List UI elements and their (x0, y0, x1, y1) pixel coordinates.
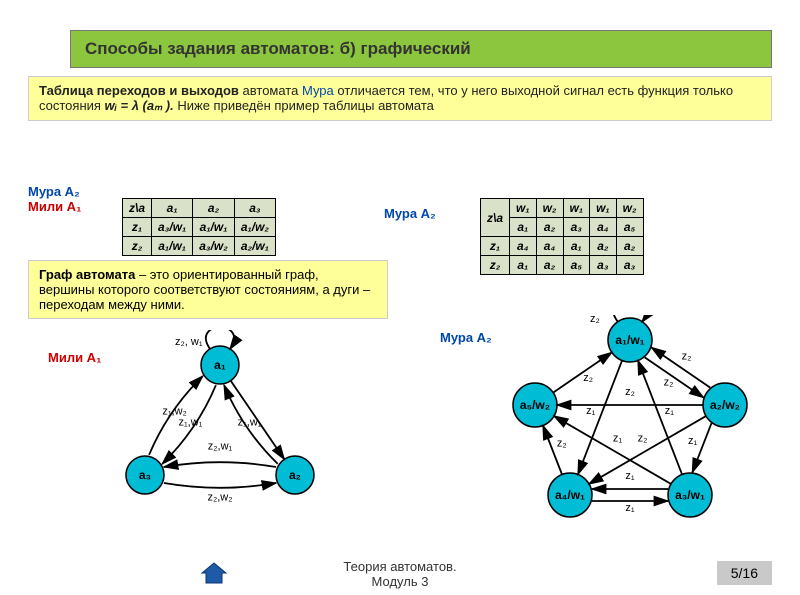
svg-text:a₁/w₁: a₁/w₁ (615, 333, 644, 347)
svg-text:a₄/w₁: a₄/w₁ (555, 488, 585, 502)
svg-text:z₂,w₂: z₂,w₂ (207, 492, 232, 504)
svg-text:z₂: z₂ (583, 372, 593, 384)
svg-text:z₂: z₂ (664, 377, 674, 389)
svg-text:z₁,w₂: z₁,w₂ (162, 406, 186, 418)
svg-text:z₂, w₁: z₂, w₁ (175, 336, 203, 348)
mealy-table: z\aa₁a₂a₃ z₁a₃/w₁a₁/w₁a₁/w₂ z₂a₁/w₁a₃/w₂… (122, 198, 276, 256)
svg-text:a₅/w₂: a₅/w₂ (520, 398, 550, 412)
graph-mealy-label: Мили A₁ (48, 350, 101, 365)
title-bar: Способы задания автоматов: б) графически… (70, 30, 772, 68)
svg-text:z₁,w₁: z₁,w₁ (178, 416, 202, 428)
svg-text:z₂: z₂ (625, 386, 635, 398)
label-moore-left: Мура A₂ (28, 184, 81, 199)
intro-box: Таблица переходов и выходов автомата Мур… (28, 76, 772, 121)
svg-text:z₂: z₂ (682, 350, 692, 362)
svg-text:z₁: z₁ (665, 405, 675, 417)
svg-text:a₂: a₂ (289, 468, 301, 482)
page-title: Способы задания автоматов: б) графически… (85, 39, 471, 58)
moore-graph: a₁/w₁ a₂/w₂ a₃/w₁ a₄/w₁ a₅/w₂ z₂ z₂ z₂ z₁ z₁ z₁ z₂ z… (500, 315, 780, 540)
svg-text:z₂: z₂ (590, 315, 600, 325)
svg-text:z₁: z₁ (688, 435, 698, 447)
svg-text:z₁: z₁ (586, 405, 596, 417)
svg-text:z₂,w₁: z₂,w₁ (208, 440, 233, 452)
mealy-graph: a₁a₂a₃z₂, w₁z₁,w₁z₁,w₂z₁,w₁z₂,w₁z₂,w₂ (100, 330, 360, 530)
label-mealy-left: Мили A₁ (28, 199, 81, 214)
svg-text:z₁: z₁ (625, 470, 635, 482)
moore-table: z\aw₁w₂w₁w₁w₂ a₁a₂a₃a₄a₅ z₁a₄a₄a₁a₂a₂ z₂… (480, 198, 644, 275)
svg-text:a₂/w₂: a₂/w₂ (710, 398, 740, 412)
intro-bold: Таблица переходов и выходов (39, 83, 239, 98)
footer: Теория автоматов. Модуль 3 (0, 559, 800, 589)
svg-text:z₂: z₂ (557, 437, 567, 449)
svg-text:a₁: a₁ (214, 358, 226, 372)
svg-text:z₂: z₂ (638, 432, 648, 444)
svg-text:z₁: z₁ (625, 502, 635, 514)
svg-text:a₃: a₃ (139, 468, 151, 482)
svg-text:a₃/w₁: a₃/w₁ (675, 488, 705, 502)
graph-moore-label: Мура A₂ (440, 330, 492, 345)
svg-text:z₁: z₁ (613, 432, 623, 444)
graph-definition-box: Граф автомата – это ориентированный граф… (28, 260, 388, 319)
label-moore-mid: Мура A₂ (384, 206, 436, 221)
